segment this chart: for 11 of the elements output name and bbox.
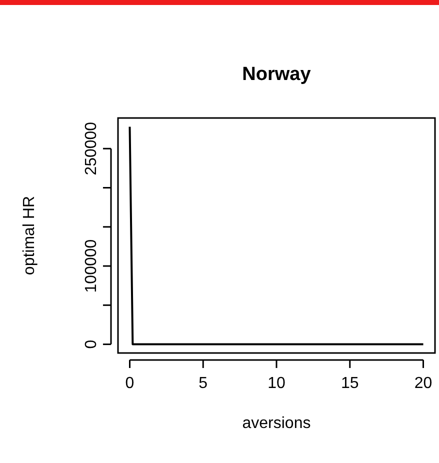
x-axis-title: aversions — [242, 415, 311, 432]
y-axis-title: optimal HR — [21, 196, 38, 276]
x-tick-label: 5 — [198, 375, 208, 392]
x-tick-label: 15 — [340, 375, 359, 392]
x-tick-label: 0 — [125, 375, 134, 392]
y-tick-label: 100000 — [83, 239, 100, 293]
x-tick-label: 10 — [268, 375, 286, 392]
y-tick-label: 0 — [83, 340, 100, 349]
y-tick-label: 250000 — [83, 122, 100, 176]
x-tick-label: 20 — [414, 375, 432, 392]
chart-title: Norway — [242, 64, 312, 85]
